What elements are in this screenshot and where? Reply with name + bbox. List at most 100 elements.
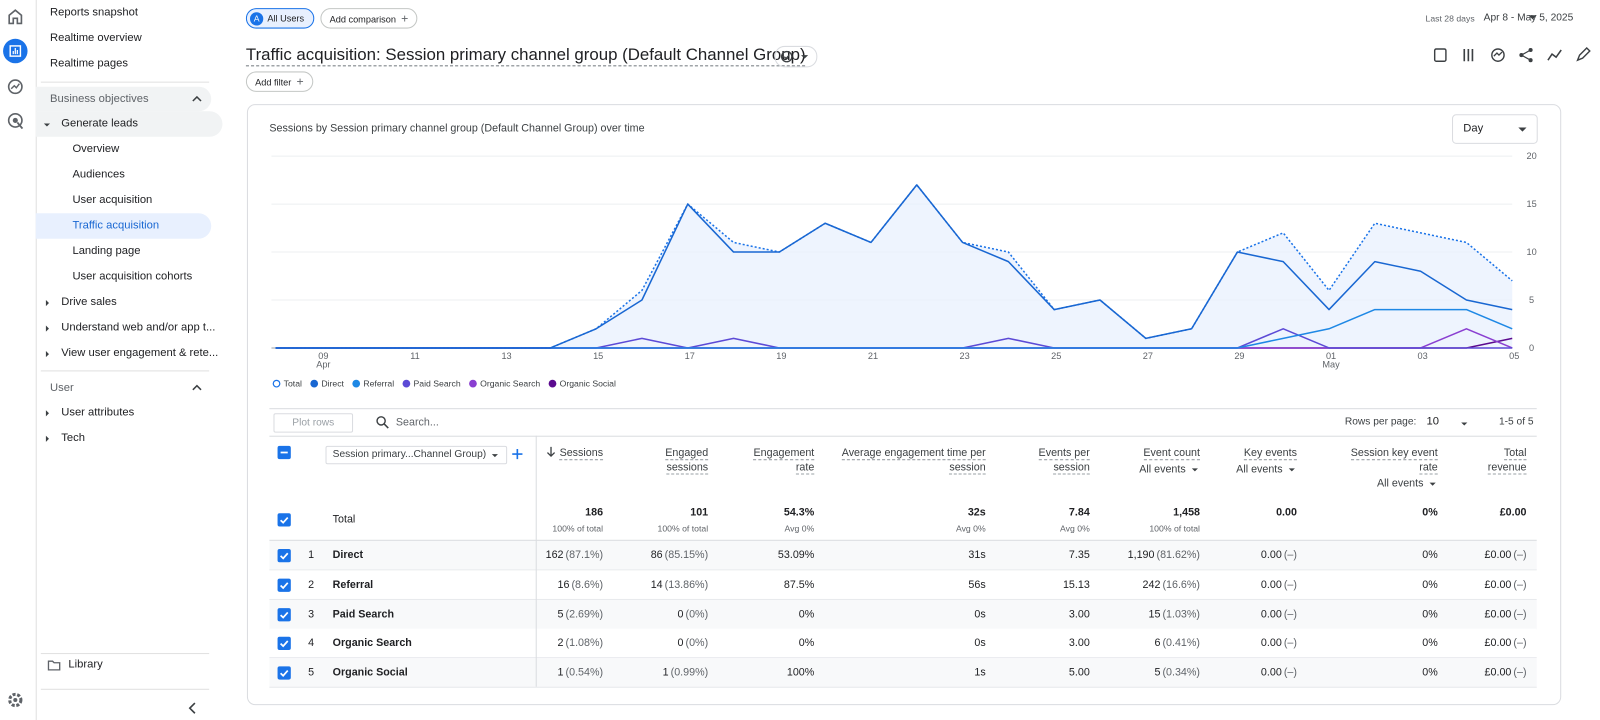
nav-item[interactable]: Drive sales: [36, 290, 215, 316]
caret: [801, 55, 809, 59]
add-comparison-chip[interactable]: Add comparison +: [320, 8, 418, 29]
add-filter-chip[interactable]: Add filter +: [245, 71, 313, 92]
nav-section[interactable]: User: [36, 376, 215, 400]
nav-subitem[interactable]: User acquisition: [72, 193, 153, 207]
x-tick-label: 13: [501, 351, 511, 361]
legend-item[interactable]: Total: [272, 379, 302, 389]
row-checkbox[interactable]: [277, 607, 291, 622]
nav-divider: [40, 81, 210, 83]
nav-subitem[interactable]: Audiences: [72, 168, 125, 181]
total-checkbox[interactable]: [277, 513, 291, 527]
row-checkbox[interactable]: [277, 548, 291, 563]
check-glyph: [280, 582, 289, 589]
expand-caret: [43, 123, 50, 127]
check-glyph: [280, 552, 289, 560]
check-path: [280, 670, 289, 678]
nav-subitem[interactable]: Landing page: [72, 244, 141, 258]
nav-subitem[interactable]: Traffic acquisition: [35, 213, 212, 239]
x-month-label: May: [1322, 359, 1340, 369]
nav-item[interactable]: View user engagement & rete...: [36, 341, 219, 367]
date-range[interactable]: Apr 8 - May 5, 2025: [1483, 12, 1574, 24]
explore-icon[interactable]: [7, 79, 23, 95]
check-path: [280, 611, 289, 619]
caret-shape: [43, 123, 50, 127]
series-line: [275, 184, 1513, 349]
explore-glyph: [10, 83, 20, 90]
advertising-pointer: [16, 121, 24, 130]
x-tick-label: 01: [1326, 351, 1336, 361]
legend-swatch: [469, 379, 477, 388]
annotation-icon[interactable]: [1433, 48, 1447, 62]
status-icons: [780, 50, 809, 63]
legend-swatch: [310, 379, 319, 388]
section-toggle[interactable]: [191, 382, 203, 394]
legend-label: Organic Search: [480, 379, 540, 389]
select-all-checkbox[interactable]: [277, 445, 291, 460]
nav-item-label: User attributes: [61, 406, 135, 419]
add-comparison-label: Add comparison: [329, 14, 396, 25]
expand-caret: [45, 299, 49, 307]
y-tick-label: 0: [1529, 343, 1534, 353]
nav-item[interactable]: Realtime pages: [49, 57, 128, 70]
settings-icon[interactable]: [8, 692, 23, 708]
row-checkbox[interactable]: [277, 666, 291, 680]
segment-badge: A: [249, 12, 264, 26]
x-tick-label: 17: [685, 351, 695, 361]
trend-icon[interactable]: [1547, 49, 1562, 61]
nav-subitem[interactable]: Overview: [72, 142, 120, 156]
x-tick-label: 03: [1418, 351, 1428, 361]
expand-caret: [45, 351, 49, 358]
section-toggle[interactable]: [191, 93, 203, 105]
row-checkbox[interactable]: [277, 637, 291, 651]
reports-glyph: [9, 45, 22, 57]
chevron: [192, 384, 202, 391]
library-link[interactable]: Library: [68, 658, 103, 671]
legend-item[interactable]: Organic Social: [548, 379, 616, 389]
row-checkbox[interactable]: [277, 578, 291, 592]
chart-title: Sessions by Session primary channel grou…: [269, 122, 645, 135]
insights-icon[interactable]: [1491, 48, 1505, 62]
legend-item[interactable]: Referral: [352, 379, 394, 389]
nav-section[interactable]: Business objectives: [35, 86, 212, 112]
nav-subitem[interactable]: User acquisition cohorts: [72, 270, 193, 283]
legend-item[interactable]: Direct: [310, 379, 345, 389]
nav-item[interactable]: Reports snapshot: [49, 6, 138, 19]
nav-item[interactable]: Tech: [36, 426, 215, 452]
title-status-pill[interactable]: [774, 45, 818, 68]
check: [783, 54, 790, 60]
expand-caret: [491, 454, 498, 458]
left-rail: [0, 0, 37, 720]
home-icon[interactable]: [8, 9, 23, 25]
collapse-button[interactable]: [186, 701, 200, 715]
edit-icon[interactable]: [1576, 46, 1591, 62]
nav-section-title: User: [49, 381, 74, 394]
nav-section-title: Business objectives: [49, 92, 149, 106]
folder-glyph: [47, 660, 61, 671]
x-tick-label: 29: [1234, 351, 1244, 361]
legend-label: Referral: [363, 379, 394, 389]
nav-item-label: View user engagement & rete...: [61, 346, 219, 360]
legend-label: Direct: [321, 379, 344, 389]
y-tick-label: 20: [1527, 151, 1537, 161]
x-month-label: Apr: [316, 359, 330, 369]
x-tick-label: 19: [776, 351, 786, 361]
y-tick-label: 10: [1527, 247, 1537, 257]
segment-chip[interactable]: A All Users: [245, 8, 315, 29]
caret-shape: [45, 435, 49, 442]
interval-dropdown[interactable]: Day: [1452, 114, 1538, 144]
legend-label: Total: [284, 379, 302, 389]
check-glyph: [280, 451, 288, 454]
compare-icon[interactable]: [1463, 48, 1474, 62]
nav-item[interactable]: Understand web and/or app t...: [36, 315, 215, 341]
nav-item[interactable]: Generate leads: [35, 111, 223, 137]
nav-item[interactable]: User attributes: [36, 400, 215, 426]
x-tick-label: 05: [1509, 351, 1519, 361]
date-dropdown[interactable]: [1528, 13, 1538, 21]
y-tick-label: 15: [1527, 199, 1537, 209]
legend-item[interactable]: Paid Search: [402, 379, 461, 389]
advertising-icon[interactable]: [7, 112, 23, 128]
dimension-dropdown[interactable]: Session primary...Channel Group): [325, 445, 508, 465]
legend-item[interactable]: Organic Search: [469, 379, 541, 389]
nav-item[interactable]: Realtime overview: [49, 31, 142, 44]
